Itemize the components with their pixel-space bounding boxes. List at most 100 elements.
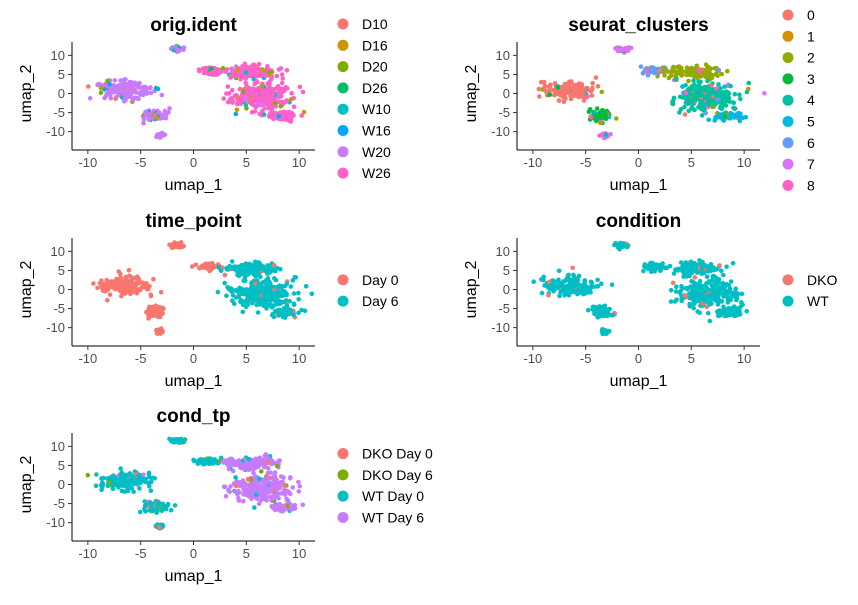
data-point [705,310,711,316]
data-point [154,308,160,314]
data-point [146,117,152,122]
data-point [273,492,278,498]
data-point [592,305,598,310]
data-point [259,469,264,474]
data-point [284,292,289,298]
data-point [248,487,254,492]
legend-swatch [337,61,349,73]
data-point [243,96,249,101]
data-point [715,115,720,120]
data-point [259,93,265,99]
data-point [713,101,719,106]
data-point [671,95,677,101]
data-point [262,486,267,491]
data-point [570,278,575,284]
legend-label: D16 [362,37,388,53]
data-point [230,468,236,474]
data-point [581,98,587,103]
data-point [706,117,711,123]
data-point [151,276,156,282]
data-point [704,274,710,279]
data-point [278,104,284,109]
y-tick-label: 5 [503,263,510,278]
data-point [118,78,123,83]
data-point [113,96,118,102]
data-point [207,268,212,274]
data-point [238,287,244,293]
data-point [148,293,154,299]
data-point [713,71,719,77]
data-point [560,287,566,293]
data-point [726,91,732,96]
data-point [174,439,180,444]
y-tick-label: 10 [51,48,65,63]
data-point [275,284,281,290]
legend-swatch [337,82,349,94]
data-point [155,507,160,512]
data-point [705,78,710,84]
data-point [724,264,729,269]
data-point [100,281,105,286]
data-point [93,483,99,489]
data-point [261,112,267,117]
data-point [613,240,618,246]
data-point [145,310,151,315]
data-point [546,292,551,298]
data-point [266,114,272,119]
data-point [595,84,601,89]
data-point [113,84,119,90]
data-point [300,502,306,508]
x-tick-label: -5 [580,351,592,366]
data-point [724,310,730,316]
data-point [675,70,681,76]
x-tick-label: -10 [78,546,97,561]
data-point [296,479,301,485]
y-tick-label: 5 [503,67,510,82]
x-tick-label: 5 [688,155,695,170]
data-point [707,318,713,324]
data-point [172,503,178,508]
data-point [240,302,246,307]
data-point [247,73,253,78]
data-point [167,106,172,111]
data-point [162,132,168,138]
data-point [744,308,749,314]
x-tick-label: -10 [78,351,97,366]
x-tick-label: 10 [737,155,751,170]
data-point [87,96,93,101]
data-point [158,134,164,139]
data-point [722,286,727,292]
data-point [279,309,284,315]
chart-title: condition [596,211,681,232]
data-point [276,99,282,105]
data-point [269,487,274,493]
data-point [725,68,730,74]
data-point [673,76,679,82]
data-point [245,476,251,482]
data-point [126,267,132,273]
data-point [276,114,282,119]
data-point [274,86,280,91]
data-point [701,103,706,108]
data-point [555,85,560,90]
data-point [595,284,601,289]
y-tick-label: 5 [58,263,65,278]
data-point [280,76,286,81]
data-point [171,242,176,247]
legend: 0 1 2 3 4 5 6 7 8 [782,7,815,193]
data-point [709,287,715,293]
data-point [542,83,548,89]
data-point [547,92,553,97]
legend: D10 D16 D20 D26 W10 W16 W20 W26 [337,16,391,181]
scatter-points [536,45,767,141]
data-point [155,133,160,139]
data-point [686,268,692,274]
data-point [94,472,99,477]
data-point [688,302,694,307]
data-point [597,133,602,138]
data-point [658,264,664,269]
data-point [239,68,245,74]
data-point [220,66,226,71]
data-point [149,476,154,481]
data-point [141,120,146,126]
